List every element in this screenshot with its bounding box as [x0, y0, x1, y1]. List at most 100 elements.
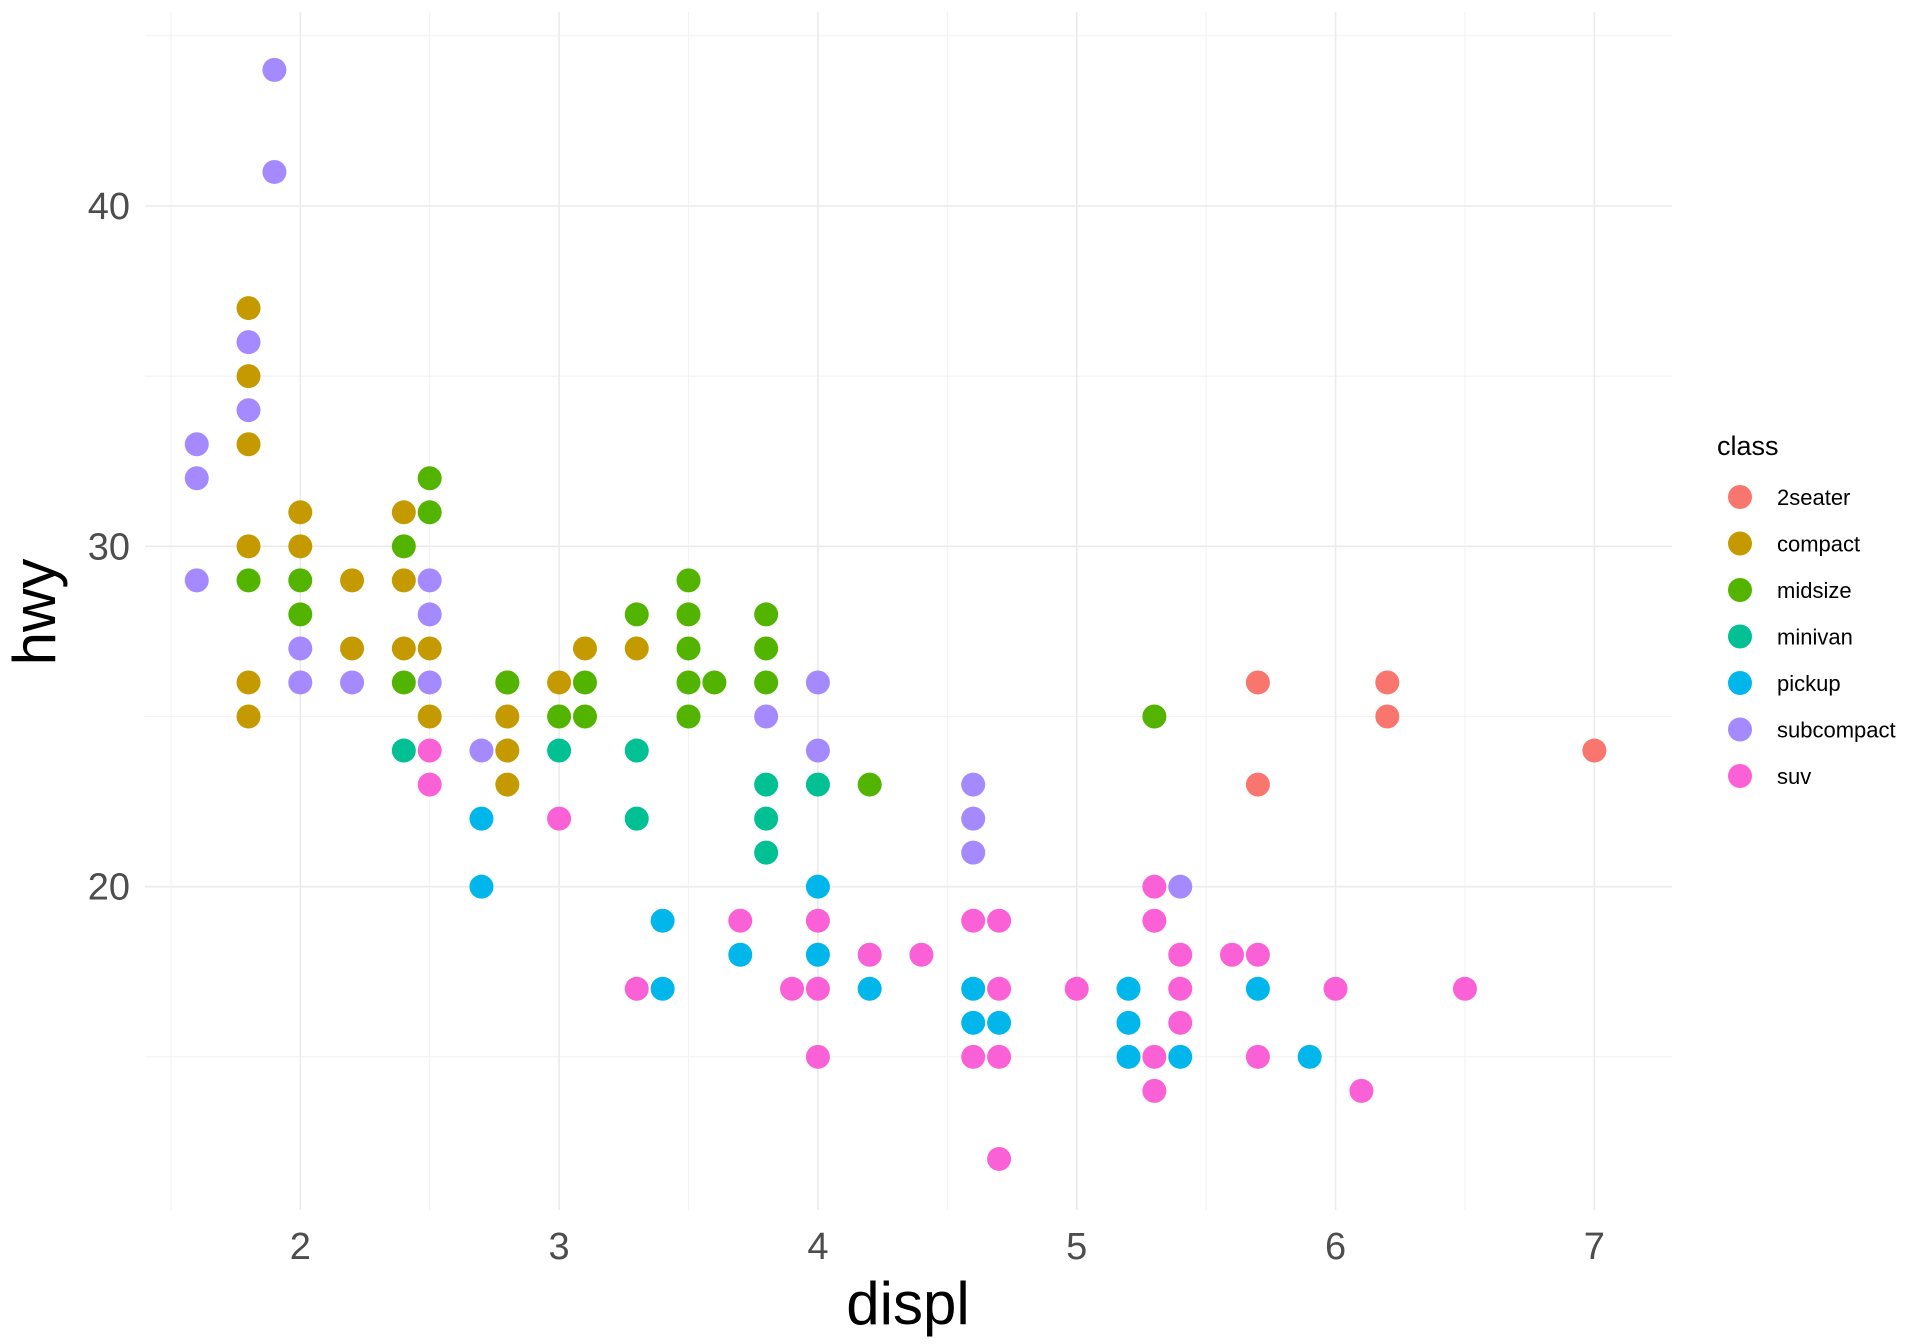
x-tick-label: 4 — [807, 1226, 828, 1268]
data-point — [1375, 704, 1400, 729]
legend: class 2seater compact midsize minivan pickup… — [1717, 431, 1896, 789]
data-point — [236, 330, 261, 355]
legend-label: suv — [1777, 764, 1811, 789]
data-point — [805, 772, 830, 797]
data-point — [805, 874, 830, 899]
data-point — [805, 976, 830, 1001]
data-point — [391, 738, 416, 763]
data-point — [624, 602, 649, 627]
data-point — [417, 500, 442, 525]
data-point — [650, 908, 675, 933]
x-tick-label: 5 — [1066, 1226, 1087, 1268]
data-point — [754, 772, 779, 797]
data-point — [1452, 976, 1477, 1001]
data-point — [340, 568, 365, 593]
data-point — [417, 704, 442, 729]
data-point — [961, 772, 986, 797]
data-point — [547, 670, 572, 695]
data-point — [340, 636, 365, 661]
data-point — [417, 772, 442, 797]
data-point — [805, 1044, 830, 1069]
x-tick-label: 2 — [290, 1226, 311, 1268]
data-point — [417, 636, 442, 661]
data-point — [728, 908, 753, 933]
legend-label: minivan — [1777, 625, 1853, 650]
data-point — [676, 670, 701, 695]
data-point — [1297, 1044, 1322, 1069]
data-point — [1375, 670, 1400, 695]
data-point — [624, 976, 649, 1001]
data-point — [1220, 942, 1245, 967]
data-point — [495, 772, 520, 797]
legend-label: 2seater — [1777, 485, 1850, 510]
data-point — [624, 806, 649, 831]
data-point — [805, 908, 830, 933]
data-point — [987, 1146, 1012, 1171]
data-point — [288, 534, 313, 559]
data-point — [754, 670, 779, 695]
legend-key — [1728, 764, 1752, 788]
data-point — [236, 534, 261, 559]
data-point — [495, 670, 520, 695]
data-point — [262, 57, 287, 82]
data-point — [624, 636, 649, 661]
data-point — [754, 636, 779, 661]
data-point — [987, 908, 1012, 933]
data-point — [676, 636, 701, 661]
data-point — [961, 1044, 986, 1069]
x-tick-label: 6 — [1325, 1226, 1346, 1268]
data-point — [961, 1010, 986, 1035]
y-axis-title: hwy — [1, 559, 68, 666]
data-point — [417, 466, 442, 491]
data-point — [572, 636, 597, 661]
data-point — [288, 670, 313, 695]
data-point — [754, 602, 779, 627]
data-point — [417, 568, 442, 593]
data-point — [624, 738, 649, 763]
data-point — [754, 704, 779, 729]
data-point — [417, 602, 442, 627]
data-point — [1142, 874, 1167, 899]
grid-minor — [145, 12, 1672, 1210]
data-point — [961, 840, 986, 865]
data-point — [676, 704, 701, 729]
data-point — [417, 670, 442, 695]
data-point — [1142, 908, 1167, 933]
data-point — [857, 772, 882, 797]
data-point — [236, 296, 261, 321]
x-axis-ticks: 2 3 4 5 6 7 — [290, 1226, 1605, 1268]
x-axis-title: displ — [846, 1270, 969, 1337]
data-point — [262, 159, 287, 184]
data-point — [547, 738, 572, 763]
data-point — [1582, 738, 1607, 763]
data-point — [495, 738, 520, 763]
grid-major — [145, 12, 1672, 1210]
y-axis-ticks: 20 30 40 — [88, 186, 130, 909]
data-point — [1245, 1044, 1270, 1069]
data-point — [702, 670, 727, 695]
legend-key — [1728, 485, 1752, 509]
data-point — [1245, 772, 1270, 797]
data-point — [288, 636, 313, 661]
data-point — [547, 806, 572, 831]
data-point — [857, 942, 882, 967]
data-point — [236, 364, 261, 389]
data-point — [288, 602, 313, 627]
data-point — [857, 976, 882, 1001]
data-point — [961, 908, 986, 933]
data-point — [1323, 976, 1348, 1001]
data-point — [184, 432, 209, 457]
data-point — [236, 432, 261, 457]
data-point — [1064, 976, 1089, 1001]
data-point — [987, 1044, 1012, 1069]
legend-label: subcompact — [1777, 718, 1896, 743]
data-point — [469, 874, 494, 899]
data-point — [1168, 1010, 1193, 1035]
data-point — [676, 568, 701, 593]
data-point — [1349, 1078, 1374, 1103]
data-points — [184, 57, 1607, 1171]
data-point — [1168, 942, 1193, 967]
data-point — [391, 534, 416, 559]
data-point — [1142, 1044, 1167, 1069]
